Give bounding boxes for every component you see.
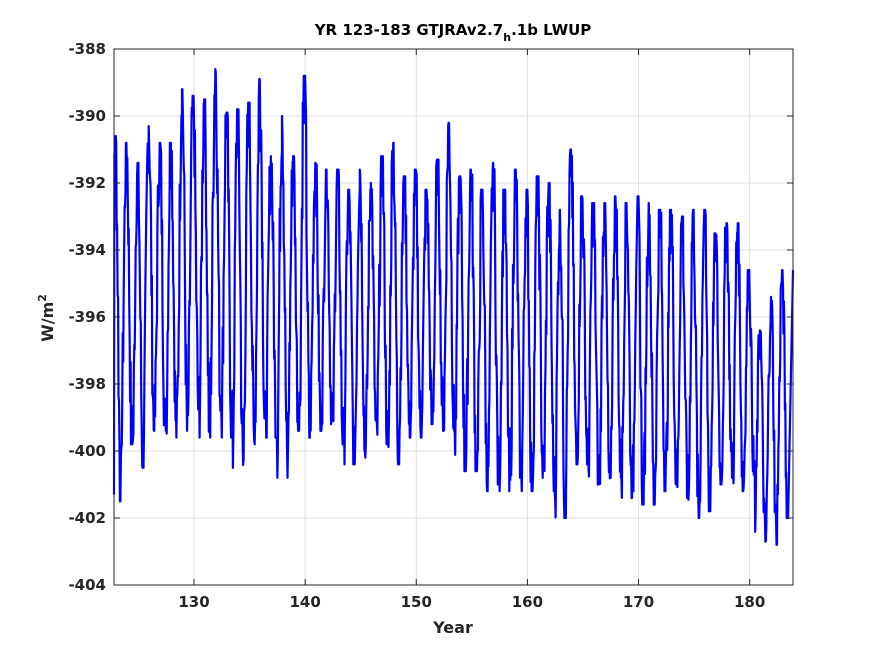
y-tick-label: -390	[68, 107, 106, 125]
y-tick-label: -392	[68, 174, 106, 192]
y-tick-label: -400	[68, 442, 106, 460]
x-tick-label: 130	[178, 593, 209, 611]
title-subscript: h	[503, 31, 511, 44]
x-axis-label: Year	[432, 618, 473, 637]
series-line	[112, 68, 795, 546]
x-tick-label: 150	[401, 593, 432, 611]
y-tick-label: -402	[68, 509, 106, 527]
y-tick-label: -394	[68, 241, 106, 259]
y-tick-label: -388	[68, 40, 106, 58]
x-tick-label: 180	[734, 593, 765, 611]
x-tick-label: 140	[289, 593, 320, 611]
series-group	[112, 68, 795, 546]
chart-title: YR 123-183 GTJRAv2.7h.1b LWUP	[314, 21, 592, 44]
x-tick-labels: 130 140 150 160 170 180	[178, 593, 765, 611]
ticks	[114, 48, 793, 586]
y-tick-label: -404	[68, 576, 106, 594]
x-tick-label: 160	[512, 593, 543, 611]
title-tail: .1b LWUP	[511, 21, 591, 39]
y-tick-label: -398	[68, 375, 106, 393]
y-axis-label-superscript: 2	[36, 294, 49, 302]
y-tick-labels: -388 -390 -392 -394 -396 -398 -400 -402 -404	[68, 40, 106, 594]
y-axis-label: W/m2	[36, 294, 57, 342]
x-tick-label: 170	[623, 593, 654, 611]
y-tick-label: -396	[68, 308, 106, 326]
